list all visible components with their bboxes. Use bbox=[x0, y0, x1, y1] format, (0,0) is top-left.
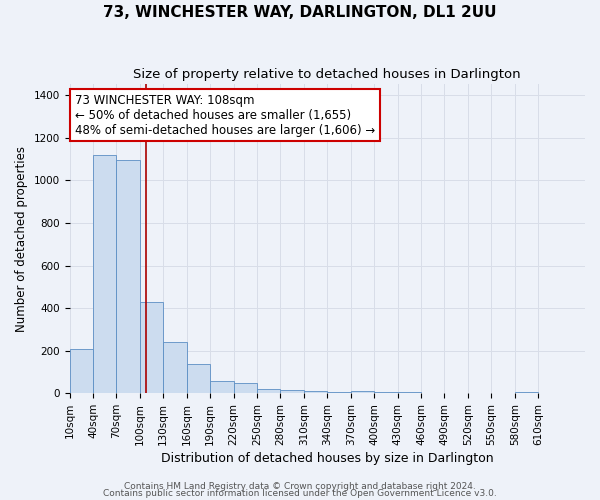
Bar bbox=[70, 348, 93, 394]
Bar bbox=[140, 302, 163, 394]
Bar bbox=[116, 160, 140, 394]
Bar bbox=[327, 392, 350, 394]
Bar bbox=[93, 154, 116, 394]
Bar bbox=[398, 392, 421, 394]
Y-axis label: Number of detached properties: Number of detached properties bbox=[15, 146, 28, 332]
Bar bbox=[187, 364, 210, 394]
Bar bbox=[210, 380, 233, 394]
Text: 73, WINCHESTER WAY, DARLINGTON, DL1 2UU: 73, WINCHESTER WAY, DARLINGTON, DL1 2UU bbox=[103, 5, 497, 20]
Bar bbox=[374, 392, 398, 394]
Bar bbox=[280, 390, 304, 394]
Bar bbox=[257, 388, 280, 394]
Text: Contains HM Land Registry data © Crown copyright and database right 2024.: Contains HM Land Registry data © Crown c… bbox=[124, 482, 476, 491]
Text: Contains public sector information licensed under the Open Government Licence v3: Contains public sector information licen… bbox=[103, 489, 497, 498]
Bar bbox=[233, 383, 257, 394]
Text: 73 WINCHESTER WAY: 108sqm
← 50% of detached houses are smaller (1,655)
48% of se: 73 WINCHESTER WAY: 108sqm ← 50% of detac… bbox=[74, 94, 375, 136]
Bar bbox=[304, 391, 327, 394]
Bar bbox=[515, 392, 538, 394]
Title: Size of property relative to detached houses in Darlington: Size of property relative to detached ho… bbox=[133, 68, 521, 80]
Bar bbox=[350, 391, 374, 394]
Bar bbox=[163, 342, 187, 394]
X-axis label: Distribution of detached houses by size in Darlington: Distribution of detached houses by size … bbox=[161, 452, 494, 465]
